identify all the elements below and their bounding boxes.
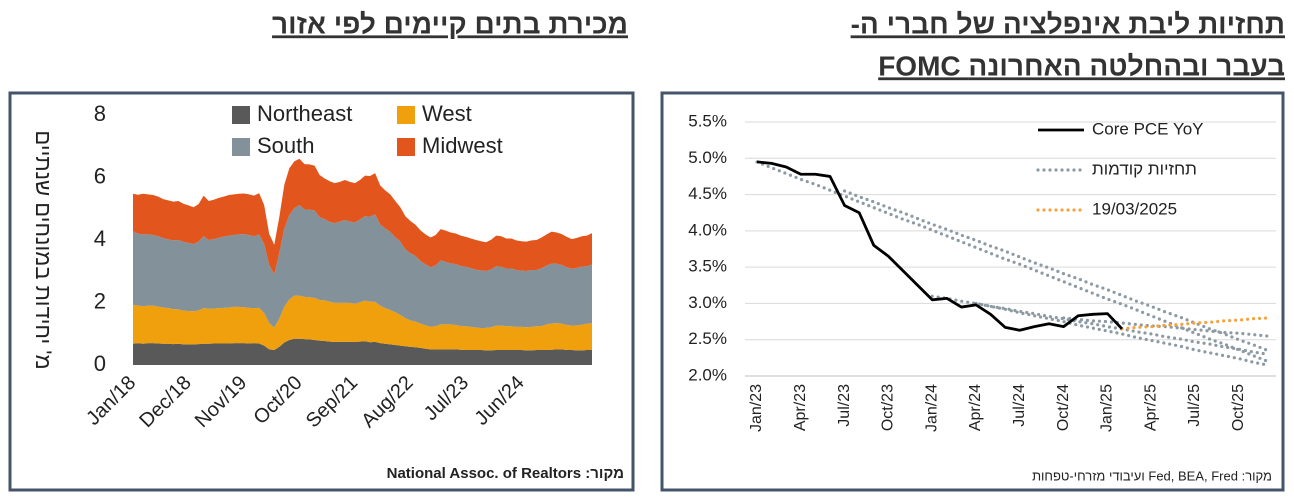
line: [1062, 316, 1270, 338]
source: מקור: Fed, BEA, Fred ועיבודי מזרחי-טפחות: [1032, 468, 1272, 483]
right-title: FOMC בעבר ובהחלטה האחרונה: [878, 50, 1285, 81]
line: [843, 189, 1270, 353]
y-tick-label: 2.5%: [688, 329, 727, 348]
x-tick-label: Jan/23: [748, 384, 765, 432]
legend-label: Midwest: [422, 133, 503, 158]
legend-swatch: [232, 106, 250, 124]
legend-label: South: [257, 133, 315, 158]
legend-swatch: [397, 138, 415, 156]
y-tick-label: 5.0%: [688, 148, 727, 167]
legend-label: תחזיות קודמות: [1092, 159, 1197, 178]
line: [974, 301, 1270, 367]
x-tick-label: Apr/25: [1142, 384, 1159, 431]
x-tick-label: Jan/24: [923, 384, 940, 432]
right-panel: [660, 91, 1285, 492]
y-tick-label: 4: [94, 226, 106, 251]
legend-label: 19/03/2025: [1092, 199, 1177, 218]
x-tick-label: Oct/23: [880, 384, 897, 431]
y-tick-label: 6: [94, 163, 106, 188]
y-tick-label: 4.5%: [688, 184, 727, 203]
legend-label: Core PCE YoY: [1092, 119, 1204, 138]
y-tick-label: 3.0%: [688, 293, 727, 312]
y-axis-label: מ' יחידות במונחים שנתיים: [31, 130, 56, 369]
y-tick-label: 2.0%: [688, 365, 727, 384]
y-tick-label: 5.5%: [688, 111, 727, 130]
line: [1120, 316, 1270, 331]
source: מקור: National Assoc. of Realtors: [387, 465, 624, 482]
legend-swatch: [397, 106, 415, 124]
y-tick-label: 8: [94, 101, 106, 126]
legend-label: West: [422, 101, 472, 126]
line: [756, 160, 1124, 332]
area: [133, 205, 592, 329]
legend-swatch: [232, 138, 250, 156]
y-tick-label: 3.5%: [688, 257, 727, 276]
x-tick-label: Jul/25: [1186, 384, 1203, 427]
x-tick-label: Apr/24: [967, 384, 984, 431]
right-title: תחזיות ליבת אינפלציה של חברי ה-: [851, 8, 1285, 39]
legend-label: Northeast: [257, 101, 352, 126]
x-tick-label: Jul/23: [836, 384, 853, 427]
x-tick-label: Oct/24: [1055, 384, 1072, 431]
area: [133, 338, 592, 365]
y-tick-label: 2: [94, 288, 106, 313]
x-tick-label: Apr/23: [792, 384, 809, 431]
x-tick-label: Oct/25: [1230, 384, 1247, 431]
y-tick-label: 4.0%: [688, 220, 727, 239]
area: [133, 158, 592, 275]
x-tick-label: Jan/25: [1099, 384, 1116, 432]
x-tick-label: Jul/24: [1011, 384, 1028, 427]
left-title: מכירת בתים קיימים לפי אזור: [272, 8, 628, 39]
y-tick-label: 0: [94, 351, 106, 376]
area: [133, 295, 592, 351]
